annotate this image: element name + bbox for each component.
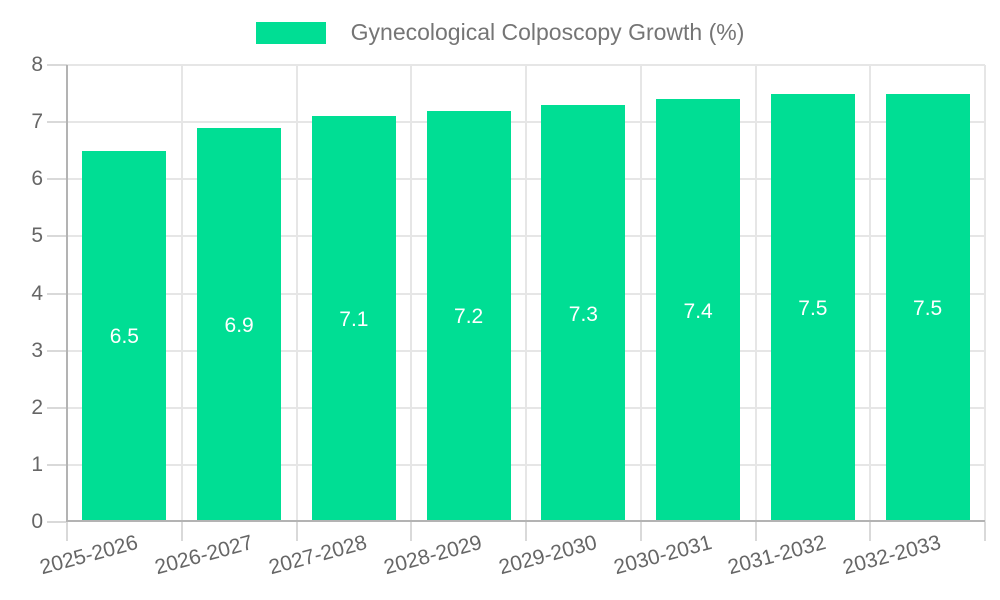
x-axis-tick xyxy=(180,522,183,541)
x-axis-label: 2031-2032 xyxy=(725,531,829,580)
bar: 7.1 xyxy=(311,116,396,522)
y-axis-line xyxy=(66,65,68,522)
y-axis-label: 1 xyxy=(31,452,43,476)
bar: 7.5 xyxy=(885,93,970,522)
y-axis-label: 5 xyxy=(31,224,43,248)
x-axis-tick xyxy=(754,522,757,541)
x-axis-label: 2030-2031 xyxy=(611,531,715,580)
x-axis-label: 2029-2030 xyxy=(496,531,600,580)
x-axis-tick xyxy=(525,522,527,541)
bar-value-label: 7.2 xyxy=(454,305,484,329)
bar-value-label: 7.3 xyxy=(568,302,598,326)
bar: 7.4 xyxy=(656,99,740,522)
bar: 7.2 xyxy=(426,110,511,522)
y-axis-label: 4 xyxy=(31,281,43,305)
bar-value-label: 6.9 xyxy=(224,313,254,337)
y-axis-tick xyxy=(47,463,67,466)
y-axis-tick xyxy=(47,121,67,124)
x-axis-label: 2027-2028 xyxy=(266,531,370,580)
bar-value-label: 7.5 xyxy=(913,296,943,320)
bar-value-label: 7.1 xyxy=(339,308,369,332)
y-axis-label: 7 xyxy=(31,110,43,134)
gridline-vertical xyxy=(984,65,986,522)
x-axis-tick xyxy=(639,522,642,541)
y-axis-tick xyxy=(47,521,67,523)
y-axis-label: 0 xyxy=(31,510,43,533)
bar: 6.5 xyxy=(82,150,167,522)
bar-value-label: 7.5 xyxy=(798,296,828,320)
x-axis-label: 2025-2026 xyxy=(37,531,141,580)
x-axis-tick xyxy=(984,522,986,541)
y-axis-tick xyxy=(47,235,67,238)
x-axis-label: 2026-2027 xyxy=(152,531,256,580)
x-axis-label: 2032-2033 xyxy=(840,531,944,580)
legend: Gynecological Colposcopy Growth (%) xyxy=(0,19,1000,46)
bar-value-label: 6.5 xyxy=(109,325,139,349)
x-axis-line xyxy=(66,520,985,522)
x-axis-tick xyxy=(295,522,298,541)
plot-area: 0 1 2 3 4 5 6 7 8 6.5 2025-2026 6.9 2026-2027 7.1 2027… xyxy=(31,53,986,579)
x-axis-label: 2028-2029 xyxy=(381,531,485,580)
y-axis-label: 3 xyxy=(31,338,43,362)
y-axis-tick xyxy=(47,64,67,66)
gridline-vertical xyxy=(639,65,642,522)
y-axis-tick xyxy=(47,178,67,181)
y-axis-tick xyxy=(47,349,67,352)
y-axis-label: 6 xyxy=(31,167,43,191)
gridline-vertical xyxy=(869,65,872,522)
x-axis-tick xyxy=(66,522,68,541)
legend-label: Gynecological Colposcopy Growth (%) xyxy=(350,19,745,45)
x-axis-tick xyxy=(869,522,872,541)
x-axis-tick xyxy=(410,522,413,541)
y-axis-tick xyxy=(47,292,67,295)
y-axis-label: 8 xyxy=(31,53,43,76)
gridline-vertical xyxy=(180,65,183,522)
bar: 7.3 xyxy=(541,105,626,522)
bar: 6.9 xyxy=(197,127,281,522)
gridline-vertical xyxy=(295,65,298,522)
y-axis-tick xyxy=(47,406,67,409)
legend-swatch xyxy=(255,21,326,44)
bar-value-label: 7.4 xyxy=(683,299,713,323)
gridline-vertical xyxy=(525,65,527,522)
gridline-vertical xyxy=(754,65,757,522)
bar: 7.5 xyxy=(770,93,855,522)
y-axis-label: 2 xyxy=(31,395,43,419)
gridline-vertical xyxy=(410,65,413,522)
